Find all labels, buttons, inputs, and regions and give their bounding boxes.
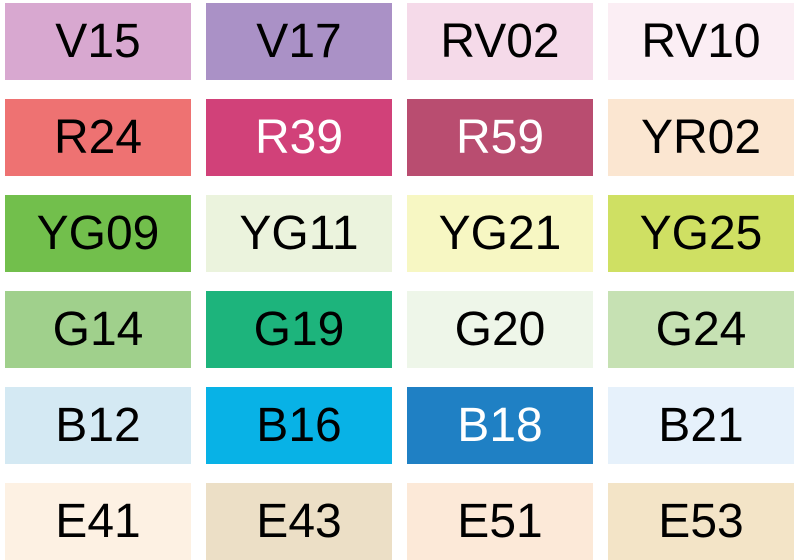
color-swatch-g14: G14 (5, 291, 191, 368)
color-swatch-rv10: RV10 (608, 3, 794, 80)
color-swatch-yg09: YG09 (5, 195, 191, 272)
color-swatch-e53: E53 (608, 483, 794, 560)
color-swatch-grid: V15 V17 RV02 RV10 R24 R39 R59 YR02 YG09 YG11 YG21 Y… (5, 3, 794, 560)
color-swatch-g20: G20 (407, 291, 593, 368)
color-swatch-b12: B12 (5, 387, 191, 464)
color-swatch-b16: B16 (206, 387, 392, 464)
color-swatch-r24: R24 (5, 99, 191, 176)
color-swatch-e43: E43 (206, 483, 392, 560)
color-swatch-r59: R59 (407, 99, 593, 176)
color-swatch-e41: E41 (5, 483, 191, 560)
color-swatch-r39: R39 (206, 99, 392, 176)
color-swatch-b18: B18 (407, 387, 593, 464)
color-swatch-yg11: YG11 (206, 195, 392, 272)
color-swatch-b21: B21 (608, 387, 794, 464)
color-swatch-g24: G24 (608, 291, 794, 368)
color-swatch-yr02: YR02 (608, 99, 794, 176)
color-swatch-v17: V17 (206, 3, 392, 80)
color-swatch-rv02: RV02 (407, 3, 593, 80)
color-swatch-g19: G19 (206, 291, 392, 368)
color-swatch-yg25: YG25 (608, 195, 794, 272)
color-swatch-v15: V15 (5, 3, 191, 80)
color-swatch-e51: E51 (407, 483, 593, 560)
color-swatch-yg21: YG21 (407, 195, 593, 272)
